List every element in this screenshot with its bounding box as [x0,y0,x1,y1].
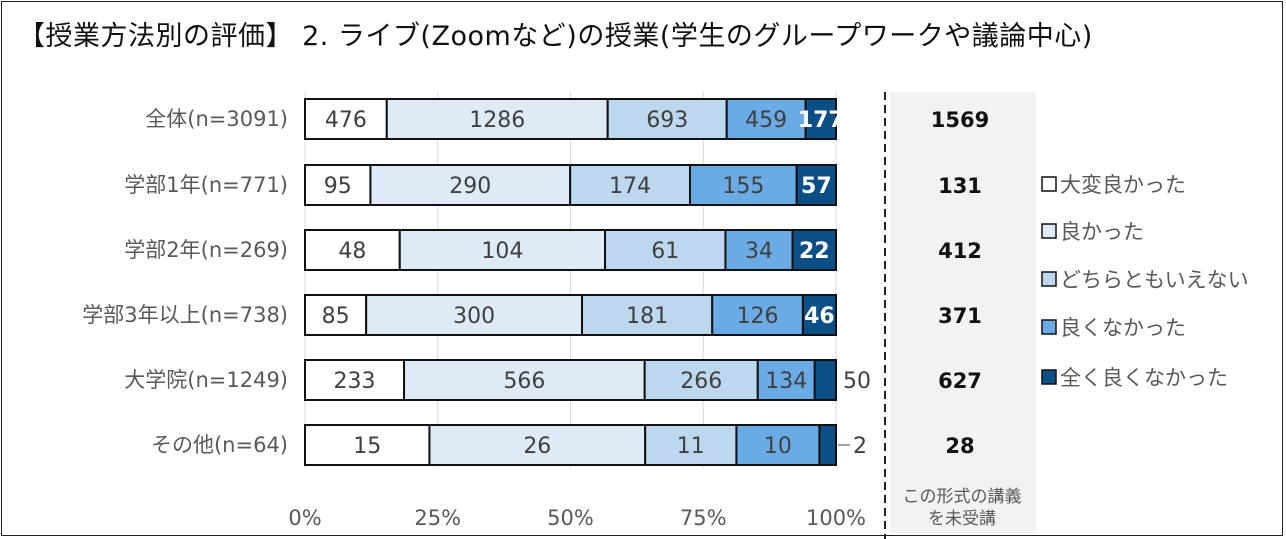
data-label: 126 [737,304,779,329]
legend-swatch [1041,369,1057,385]
legend-swatch [1041,319,1057,335]
not-taken-value: 28 [945,434,974,458]
bar-segment [791,229,838,271]
category-label: 学部2年(n=269) [124,238,288,262]
data-label: 2 [853,434,867,459]
data-label: 177 [798,108,844,133]
data-label: 22 [799,239,830,264]
data-label: 476 [325,108,367,133]
bar-segment [725,98,807,140]
data-label: 10 [764,434,792,459]
not-taken-label: を未受講 [928,509,996,529]
data-label: 104 [481,239,523,264]
not-taken-value: 1569 [931,108,989,132]
legend-label: 良かった [1060,220,1144,244]
bar-segment [735,424,821,466]
bar-segment [403,359,646,401]
bar-segment [569,164,691,206]
data-label: 11 [677,434,705,459]
bar-segment [711,294,804,336]
legend-label: 大変良かった [1060,173,1186,197]
data-label: 233 [334,369,376,394]
bar-segment [801,294,838,336]
data-label: 174 [609,174,651,199]
bar-segment [304,294,368,336]
bar-segment [795,164,837,206]
data-label: 693 [646,108,688,133]
data-label: 61 [651,239,679,264]
category-label: 大学院(n=1249) [124,368,288,392]
x-tick-label: 25% [414,506,461,530]
not-taken-value: 131 [938,174,982,198]
bar-segment [398,229,607,271]
data-label: 1286 [469,108,525,133]
data-label: 26 [523,434,551,459]
data-label: 134 [765,369,807,394]
legend-swatch [1041,223,1057,239]
data-label: 48 [338,239,366,264]
data-label: 15 [353,434,381,459]
not-taken-value: 412 [938,239,982,263]
data-label: 46 [804,304,835,329]
data-label: 57 [801,174,832,199]
bar-segment [688,164,798,206]
not-taken-column-bg [890,92,1036,533]
x-tick-label: 50% [547,506,594,530]
data-label: 300 [453,304,495,329]
legend-swatch [1041,271,1057,287]
x-tick-label: 100% [806,506,866,530]
not-taken-label: この形式の講義 [903,487,1022,507]
data-label: 459 [745,108,787,133]
category-label: 学部3年以上(n=738) [82,303,288,327]
data-label: 181 [626,304,668,329]
bar-segment [813,359,837,401]
data-label: 95 [324,174,352,199]
not-taken-value: 627 [938,369,982,393]
data-label: 50 [843,369,871,394]
data-label: 155 [722,174,764,199]
data-label: 566 [503,369,545,394]
category-label: 学部1年(n=771) [124,173,288,197]
legend-label: 全く良くなかった [1060,366,1228,390]
category-label: その他(n=64) [151,433,288,457]
bar-segment [428,424,647,466]
data-label: 34 [745,239,773,264]
bar-segment [644,424,738,466]
data-label: 290 [449,174,491,199]
data-label: 85 [322,304,350,329]
bar-segment [385,98,609,140]
bar-segment [304,98,388,140]
bar-segment [304,424,431,466]
legend-swatch [1041,176,1057,192]
bar-segment [804,98,837,140]
bar-segment [365,294,584,336]
chart-title: 【授業方法別の評価】 2. ライブ(Zoomなど)の授業(学生のグループワークや… [18,21,1093,52]
data-label: 266 [680,369,722,394]
bar-segment [643,359,759,401]
legend-label: どちらともいえない [1060,268,1249,292]
legend-label: 良くなかった [1060,316,1186,340]
x-tick-label: 0% [288,506,321,530]
x-tick-label: 75% [680,506,727,530]
not-taken-value: 371 [938,304,982,328]
bar-segment [818,424,837,466]
category-label: 全体(n=3091) [145,107,288,131]
bar-segment [304,229,401,271]
